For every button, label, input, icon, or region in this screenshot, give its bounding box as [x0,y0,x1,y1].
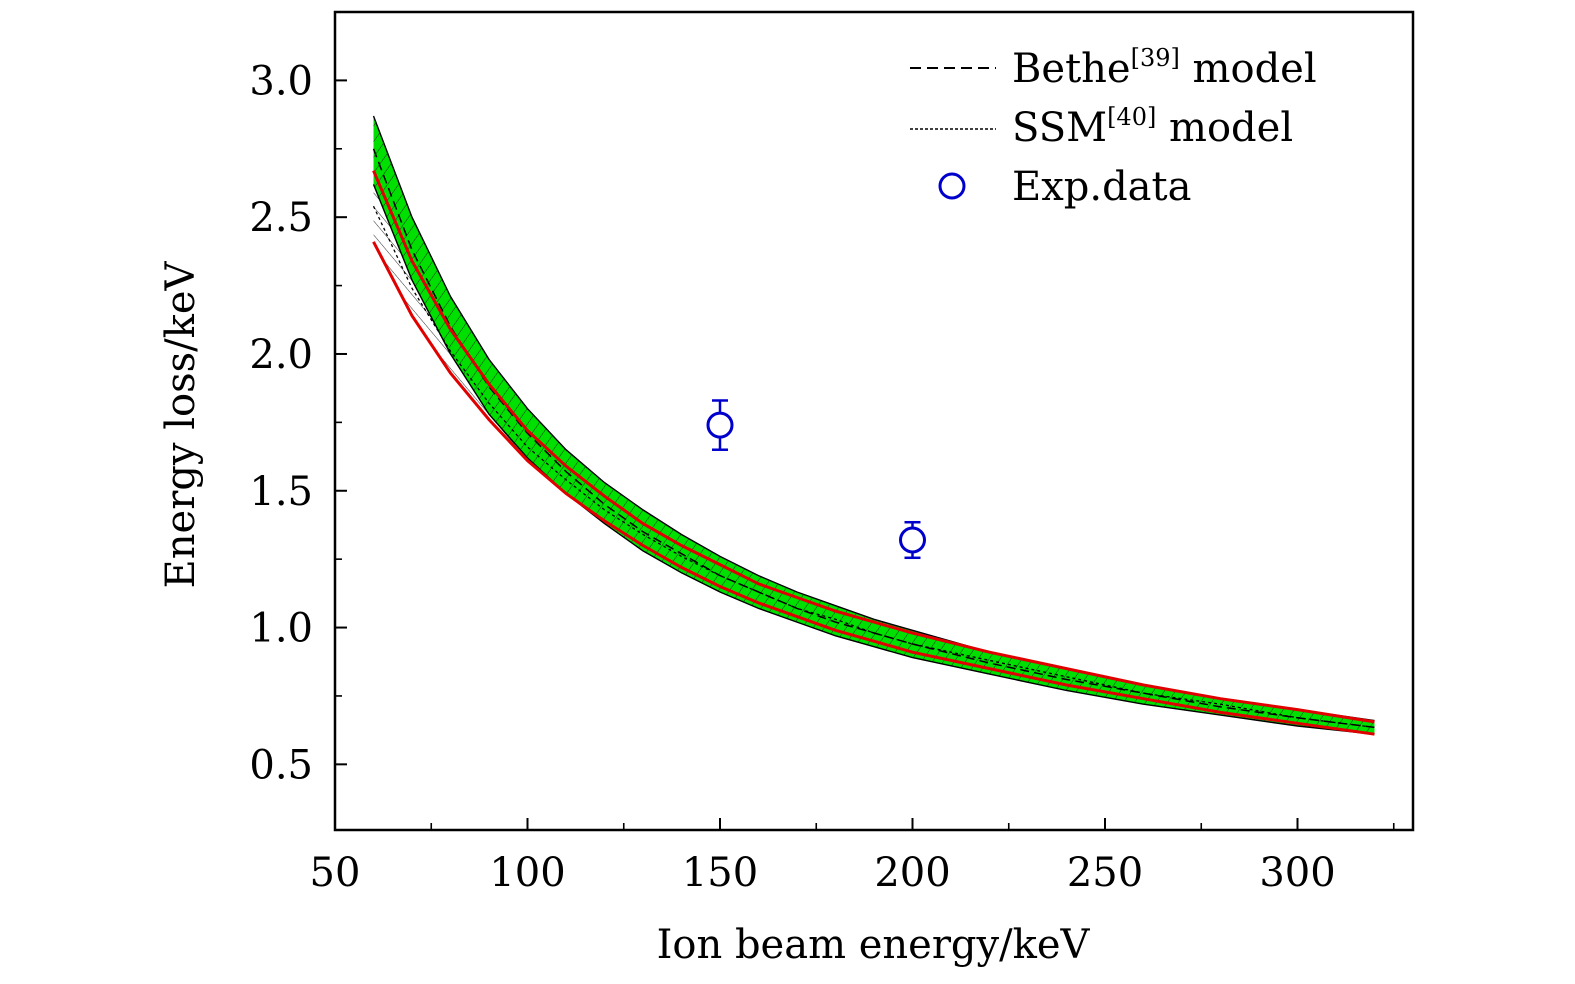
legend-item: Bethe[39] model [910,44,1317,92]
plot-frame [333,10,1415,832]
legend: Bethe[39] model SSM[40] model Exp.data [910,44,1317,210]
legend-label: Bethe[39] model [1012,44,1317,92]
legend-label: Exp.data [1012,164,1191,210]
x-axis-title: Ion beam energy/keV [657,922,1091,968]
y-tick-label: 1.0 [249,606,313,652]
ssm-center-line [372,205,1375,729]
x-tick-label: 300 [1259,850,1335,896]
x-tick-label: 50 [310,850,361,896]
x-tick-label: 200 [874,850,950,896]
axes: 50 100 150 200 250 300 0.5 1.0 1.5 2.0 2.5 3.0 [249,10,1415,896]
y-tick-label: 0.5 [249,742,313,788]
exp-data-marker [706,411,734,439]
bethe-band-lower-edge [372,184,1375,735]
exp-data-point [899,520,926,560]
y-tick-label: 1.5 [249,469,313,515]
exp-data-marker [899,526,926,554]
y-tick-label: 2.0 [249,332,313,378]
legend-label: SSM[40] model [1012,103,1293,151]
legend-circle-marker [938,172,966,200]
x-tick-label: 250 [1067,850,1143,896]
x-tick-label: 100 [489,850,565,896]
ssm-upper-red-line [372,170,1375,724]
y-tick-label: 2.5 [249,195,313,241]
ssm-lower-red-line [372,241,1375,736]
y-axis-title: Energy loss/keV [158,260,204,588]
legend-item: SSM[40] model [910,103,1293,151]
y-tick-label: 3.0 [249,58,313,104]
plot-content [372,115,1375,736]
legend-item: Exp.data [938,164,1191,210]
exp-data-point [706,399,734,451]
x-tick-label: 150 [682,850,758,896]
bethe-center-line [372,148,1375,729]
